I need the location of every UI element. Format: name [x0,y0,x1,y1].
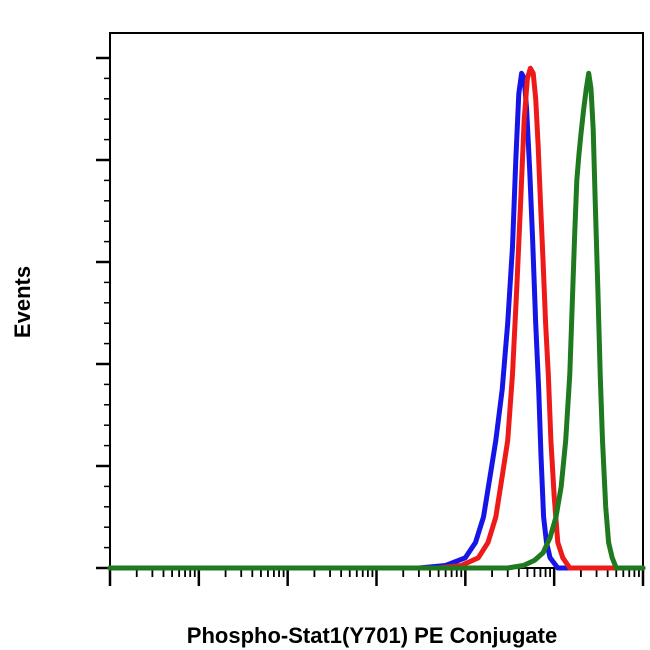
x-axis-ticks [108,568,645,586]
x-axis-label: Phospho-Stat1(Y701) PE Conjugate [187,623,557,648]
y-axis-ticks [96,56,110,570]
series-layer [107,65,646,571]
series-line-2 [107,65,646,571]
y-axis-label: Events [10,266,35,338]
series-line-3 [107,70,646,571]
series-line-1 [107,70,646,571]
